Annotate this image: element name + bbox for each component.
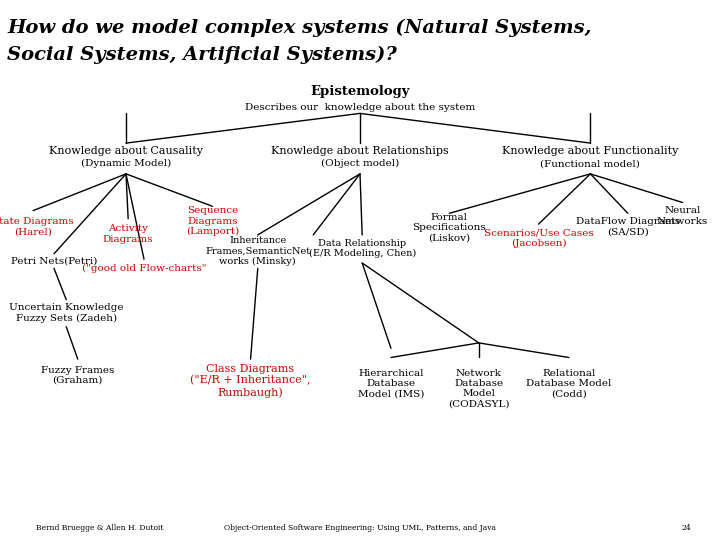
Text: Formal
Specifications
(Liskov): Formal Specifications (Liskov)	[413, 213, 486, 243]
Text: Social Systems, Artificial Systems)?: Social Systems, Artificial Systems)?	[7, 46, 397, 64]
Text: (Functional model): (Functional model)	[541, 159, 640, 168]
Text: State Diagrams
(Harel): State Diagrams (Harel)	[0, 217, 74, 237]
Text: Data Relationship
(E/R Modeling, Chen): Data Relationship (E/R Modeling, Chen)	[309, 239, 415, 258]
Text: Fuzzy Frames
(Graham): Fuzzy Frames (Graham)	[41, 366, 114, 385]
Text: DataFlow Diagrams
(SA/SD): DataFlow Diagrams (SA/SD)	[576, 217, 680, 237]
Text: Hierarchical
Database
Model (IMS): Hierarchical Database Model (IMS)	[358, 368, 424, 399]
Text: ("good old Flow-charts": ("good old Flow-charts"	[82, 265, 206, 273]
Text: Bernd Bruegge & Allen H. Dutoit: Bernd Bruegge & Allen H. Dutoit	[36, 524, 163, 532]
Text: Scenarios/Use Cases
(Jacobsen): Scenarios/Use Cases (Jacobsen)	[484, 229, 593, 248]
Text: Knowledge about Relationships: Knowledge about Relationships	[271, 146, 449, 156]
Text: Class Diagrams
("E/R + Inheritance",
Rumbaugh): Class Diagrams ("E/R + Inheritance", Rum…	[190, 363, 311, 398]
Text: Uncertain Knowledge
Fuzzy Sets (Zadeh): Uncertain Knowledge Fuzzy Sets (Zadeh)	[9, 303, 124, 323]
Text: Activity
Diagrams: Activity Diagrams	[103, 224, 153, 244]
Text: Inheritance
Frames,SemanticNet
works (Minsky): Inheritance Frames,SemanticNet works (Mi…	[205, 236, 310, 266]
Text: Network
Database
Model
(CODASYL): Network Database Model (CODASYL)	[448, 369, 510, 409]
Text: 24: 24	[681, 524, 691, 532]
Text: Describes our  knowledge about the system: Describes our knowledge about the system	[245, 104, 475, 112]
Text: Object-Oriented Software Engineering: Using UML, Patterns, and Java: Object-Oriented Software Engineering: Us…	[224, 524, 496, 532]
Text: Petri Nets(Petri): Petri Nets(Petri)	[11, 256, 97, 265]
Text: Relational
Database Model
(Codd): Relational Database Model (Codd)	[526, 368, 611, 399]
Text: Sequence
Diagrams
(Lamport): Sequence Diagrams (Lamport)	[186, 206, 239, 237]
Text: How do we model complex systems (Natural Systems,: How do we model complex systems (Natural…	[7, 19, 592, 37]
Text: Knowledge about Functionality: Knowledge about Functionality	[503, 146, 678, 156]
Text: Neural
Networks: Neural Networks	[657, 206, 708, 226]
Text: Epistemology: Epistemology	[310, 85, 410, 98]
Text: (Dynamic Model): (Dynamic Model)	[81, 159, 171, 168]
Text: Knowledge about Causality: Knowledge about Causality	[49, 146, 203, 156]
Text: (Object model): (Object model)	[321, 159, 399, 168]
